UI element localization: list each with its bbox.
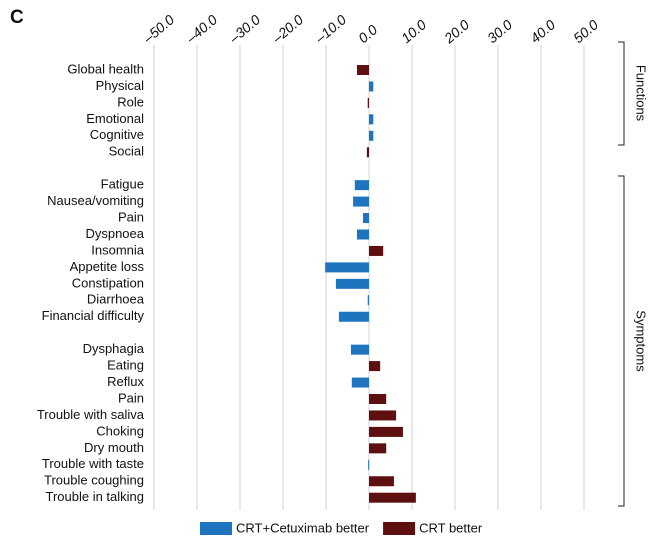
x-tick-label: 0.0 [355,21,380,46]
bar [356,229,369,240]
y-tick-label: Role [117,94,144,109]
y-tick-label: Trouble with taste [42,456,144,471]
y-tick-label: Fatigue [101,177,144,192]
bar [369,492,416,503]
bar [335,278,369,289]
legend-label: CRT better [419,520,483,535]
bar [369,361,381,372]
y-tick-label: Financial difficulty [42,308,145,323]
group-label: Functions [634,65,649,122]
x-tick-label: 30.0 [484,16,515,46]
bar [351,377,369,388]
bar [356,65,369,75]
x-tick-label: –40.0 [182,11,220,47]
bar [369,426,403,437]
legend-label: CRT+Cetuximab better [236,520,370,535]
y-tick-label: Nausea/vomiting [47,193,144,208]
bar [367,97,369,108]
y-tick-label: Trouble coughing [44,473,144,488]
legend-swatch [383,522,416,535]
bar [369,81,374,92]
bar [369,130,374,141]
y-tick-label: Trouble with saliva [37,407,145,422]
bar [366,147,369,158]
x-tick-label: –10.0 [311,11,349,47]
y-tick-label: Emotional [86,111,144,126]
y-tick-label: Reflux [107,374,144,389]
bar [353,196,369,207]
x-tick-label: 20.0 [440,16,472,47]
y-tick-label: Insomnia [91,242,145,257]
x-tick-label: –20.0 [268,11,306,47]
y-tick-label: Dry mouth [84,440,144,455]
y-tick-label: Physical [96,78,145,93]
y-tick-label: Appetite loss [70,259,145,274]
y-tick-label: Eating [107,358,144,373]
y-tick-label: Social [109,144,145,159]
y-tick-label: Pain [118,390,144,405]
y-tick-label: Global health [67,61,144,76]
bar [369,245,384,256]
bar [369,410,397,421]
x-tick-label: 50.0 [570,16,601,46]
legend-swatch [200,522,232,535]
x-tick-label: 10.0 [398,16,429,46]
panel-label: C [10,7,24,28]
bar [369,443,387,454]
y-tick-label: Diarrhoea [87,292,145,307]
bar [338,311,369,322]
x-tick-label: –50.0 [139,11,177,47]
bar [325,262,369,273]
bar [368,459,370,470]
bar [369,394,387,404]
y-tick-label: Choking [96,423,144,438]
y-tick-label: Dysphagia [83,341,145,356]
bar [367,295,369,306]
y-tick-label: Dyspnoea [85,226,144,241]
x-tick-label: 40.0 [527,16,558,46]
bar [350,344,369,355]
y-tick-label: Cognitive [90,127,144,142]
y-tick-label: Pain [118,209,144,224]
bar [369,476,394,487]
x-tick-label: –30.0 [225,11,263,47]
group-bracket [618,175,625,507]
y-tick-label: Trouble in talking [45,489,144,504]
y-tick-label: Constipation [72,275,144,290]
group-label: Symptoms [634,310,649,372]
group-bracket [618,41,625,146]
bar [369,114,374,125]
bar [362,213,369,224]
bar [354,180,369,191]
